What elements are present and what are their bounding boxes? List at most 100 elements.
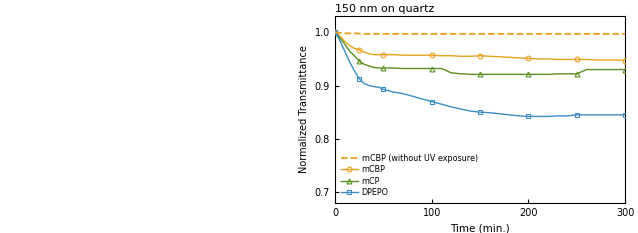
mCBP (without UV exposure) [621, 32, 629, 35]
mCBP (without UV exposure) [505, 32, 513, 35]
mCBP [563, 58, 571, 61]
mCBP [380, 53, 387, 56]
mCP [365, 65, 373, 67]
mCBP [365, 52, 373, 55]
DPEPO [428, 100, 436, 103]
mCBP [389, 53, 397, 56]
mCP [515, 73, 523, 76]
mCBP (without UV exposure) [544, 32, 552, 35]
mCP [544, 73, 552, 76]
mCBP [419, 54, 426, 57]
mCBP [476, 54, 484, 57]
mCP [612, 68, 619, 71]
mCBP [535, 58, 542, 60]
DPEPO [360, 82, 367, 85]
mCBP [375, 53, 382, 56]
mCBP (without UV exposure) [341, 32, 348, 35]
DPEPO [573, 113, 581, 116]
mCBP (without UV exposure) [592, 32, 600, 35]
mCBP (without UV exposure) [554, 32, 561, 35]
mCBP (without UV exposure) [573, 32, 581, 35]
mCBP [496, 55, 503, 58]
DPEPO [447, 106, 455, 108]
mCP [331, 31, 339, 34]
mCP [336, 36, 344, 39]
X-axis label: Time (min.): Time (min.) [450, 223, 510, 233]
mCBP (without UV exposure) [496, 32, 503, 35]
mCBP (without UV exposure) [563, 32, 571, 35]
DPEPO [380, 88, 387, 91]
mCBP (without UV exposure) [408, 32, 416, 35]
DPEPO [365, 84, 373, 87]
DPEPO [408, 95, 416, 98]
mCBP (without UV exposure) [602, 32, 610, 35]
mCBP (without UV exposure) [370, 32, 378, 35]
mCBP (without UV exposure) [428, 32, 436, 35]
mCP [355, 60, 363, 62]
mCBP [524, 57, 532, 60]
mCP [592, 68, 600, 71]
mCP [380, 67, 387, 69]
DPEPO [375, 86, 382, 89]
mCBP (without UV exposure) [336, 31, 344, 34]
mCBP (without UV exposure) [535, 32, 542, 35]
Line: mCBP (without UV exposure): mCBP (without UV exposure) [335, 32, 625, 34]
mCBP [466, 55, 474, 58]
mCP [346, 50, 353, 52]
DPEPO [486, 111, 494, 114]
mCBP [486, 55, 494, 58]
mCP [486, 73, 494, 76]
DPEPO [582, 113, 590, 116]
mCBP [428, 54, 436, 57]
DPEPO [524, 115, 532, 118]
DPEPO [554, 114, 561, 117]
mCBP (without UV exposure) [466, 32, 474, 35]
mCBP (without UV exposure) [350, 32, 358, 35]
DPEPO [505, 113, 513, 116]
mCBP [370, 53, 378, 56]
mCP [476, 73, 484, 76]
Line: mCBP: mCBP [332, 30, 628, 63]
mCBP (without UV exposure) [457, 32, 464, 35]
mCBP [341, 40, 348, 43]
DPEPO [438, 103, 445, 106]
mCP [447, 71, 455, 74]
mCBP [360, 51, 367, 53]
mCP [389, 67, 397, 69]
mCP [428, 67, 436, 70]
mCBP [621, 59, 629, 62]
mCBP [582, 58, 590, 61]
mCBP [612, 58, 619, 61]
mCP [370, 66, 378, 69]
mCBP [515, 56, 523, 59]
DPEPO [341, 50, 348, 52]
DPEPO [515, 114, 523, 117]
mCP [457, 72, 464, 75]
DPEPO [350, 69, 358, 72]
mCBP (without UV exposure) [419, 32, 426, 35]
mCBP (without UV exposure) [476, 32, 484, 35]
mCBP (without UV exposure) [515, 32, 523, 35]
DPEPO [544, 115, 552, 118]
mCBP (without UV exposure) [486, 32, 494, 35]
mCP [524, 73, 532, 76]
mCP [360, 63, 367, 66]
Legend: mCBP (without UV exposure), mCBP, mCP, DPEPO: mCBP (without UV exposure), mCBP, mCP, D… [339, 152, 479, 199]
mCBP [355, 48, 363, 51]
Text: 150 nm on quartz: 150 nm on quartz [335, 4, 434, 14]
mCP [466, 73, 474, 76]
mCBP [346, 44, 353, 47]
DPEPO [331, 31, 339, 34]
mCBP [602, 58, 610, 61]
mCBP [573, 58, 581, 61]
DPEPO [419, 97, 426, 100]
mCP [438, 67, 445, 70]
mCBP [447, 54, 455, 57]
mCP [496, 73, 503, 76]
mCP [582, 68, 590, 71]
mCBP (without UV exposure) [380, 32, 387, 35]
DPEPO [602, 113, 610, 116]
mCBP [592, 58, 600, 61]
mCBP [554, 58, 561, 61]
mCBP (without UV exposure) [331, 31, 339, 34]
